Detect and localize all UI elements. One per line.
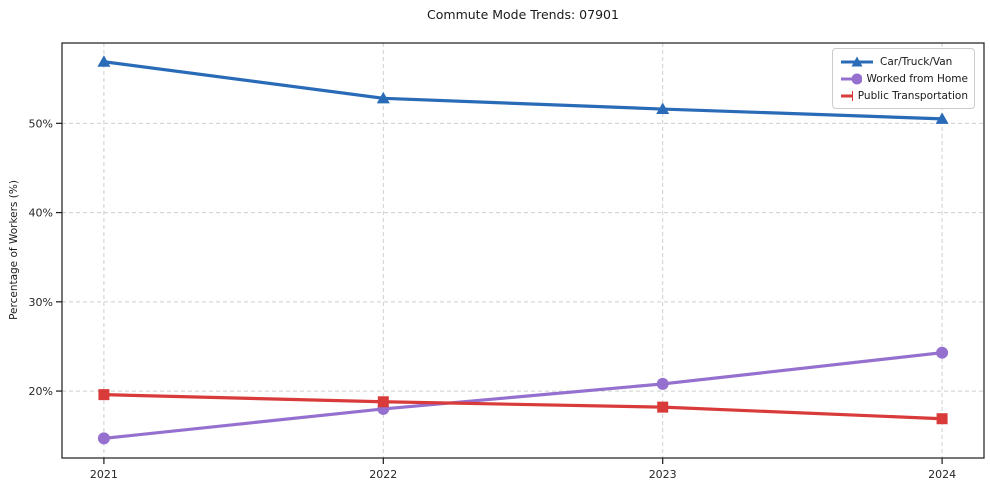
legend-marker-square-icon [841,90,853,101]
series-line-circle [102,351,944,440]
plot-border [61,42,985,459]
legend-item: Car/Truck/Van [839,53,968,70]
marker-square [98,389,110,401]
legend: Car/Truck/Van Worked from Home Public Tran… [832,48,975,109]
legend-item: Worked from Home [839,70,968,87]
x-tick-label: 2023 [649,468,677,481]
legend-label: Public Transportation [857,89,968,102]
y-tick-label: 30% [29,296,53,309]
series-line-triangle [102,60,944,121]
y-tick-label: 20% [29,385,53,398]
series-line-square [102,393,944,421]
marker-square [936,413,948,425]
x-tick-label: 2022 [369,468,397,481]
y-tick-label: 40% [29,207,53,220]
x-tick-label: 2024 [928,468,956,481]
marker-square [377,396,389,408]
marker-triangle [97,55,111,67]
x-tick-label: 2021 [90,468,118,481]
legend-marker-circle-icon [841,73,862,84]
marker-circle [97,432,110,445]
marker-triangle [656,102,670,115]
marker-circle [656,377,669,390]
marker-triangle [376,91,390,104]
legend-label: Worked from Home [866,72,968,85]
y-tick-label: 50% [29,117,53,130]
marker-triangle [935,112,949,124]
marker-circle [936,346,949,359]
legend-label: Car/Truck/Van [880,55,953,68]
legend-marker-triangle-icon [841,56,873,66]
chart-title: Commute Mode Trends: 07901 [427,7,619,22]
marker-square [657,401,669,413]
legend-item: Public Transportation [839,87,968,104]
